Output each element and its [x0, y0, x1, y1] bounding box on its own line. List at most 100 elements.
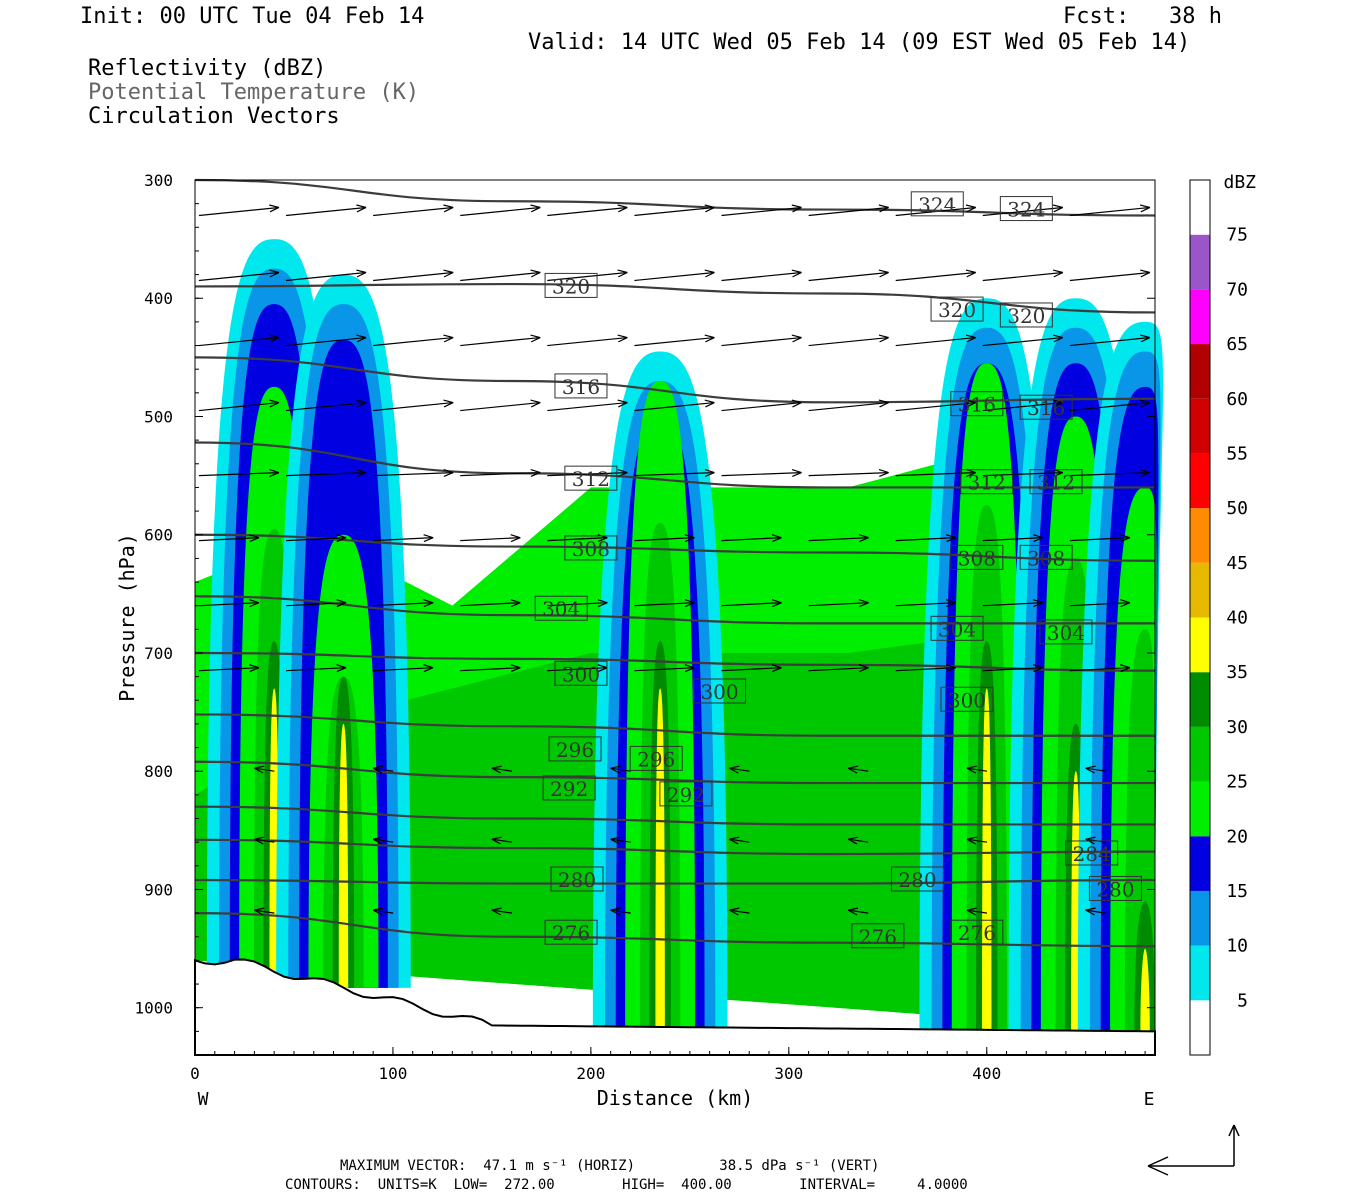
theta-contour-308 [194, 533, 1156, 562]
reflectivity-35dbz-column-2 [655, 688, 665, 1027]
circulation-vector-88 [254, 765, 275, 774]
circulation-vector-98 [491, 836, 512, 845]
theta-label-box-15 [930, 615, 984, 641]
circulation-vector-109 [847, 907, 869, 916]
theta-label-layer: 324 324 320 320 320 316 316 316 312 312 312 308 308 3… [534, 191, 1142, 949]
circulation-vector-92 [729, 765, 750, 774]
theta-label-312: 312 [1037, 471, 1075, 495]
circulation-vector-30 [895, 334, 976, 347]
terrain-surface [194, 958, 1156, 1056]
x-end-label-west: W [198, 1089, 209, 1110]
contours-note: CONTOURS: UNITS=K LOW= 272.00 HIGH= 400.… [285, 1177, 968, 1193]
colorbar-swatch-7 [1190, 617, 1210, 673]
circulation-vector-107 [610, 907, 631, 916]
theta-label-box-12 [950, 544, 1004, 570]
circulation-vector-11 [198, 269, 280, 282]
theta-contour-280 [194, 878, 1156, 885]
x-tick-label-400: 400 [972, 1064, 1001, 1083]
theta-contour-324 [194, 178, 1156, 217]
y-tick-label-700: 700 [144, 644, 173, 663]
theta-label-box-20 [548, 736, 602, 762]
theta-contour-layer [194, 178, 1156, 948]
circulation-vector-17 [721, 269, 802, 282]
y-tick-label-500: 500 [144, 407, 173, 426]
circulation-vector-39 [721, 399, 802, 412]
colorbar-level-65: 65 [1226, 334, 1248, 355]
circulation-vector-6 [721, 204, 802, 217]
colorbar-level-15: 15 [1226, 881, 1248, 902]
theta-label-280: 280 [1096, 877, 1134, 901]
circulation-vector-81 [547, 664, 608, 673]
field-potential-temperature: Potential Temperature (K) [88, 80, 420, 105]
circulation-vector-111 [1085, 907, 1106, 916]
colorbar: 5 10 15 20 25 30 35 40 45 50 55 60 65 70 75 dBZ [1189, 172, 1256, 1056]
circulation-vector-80 [460, 664, 521, 673]
x-end-label-east: E [1144, 1089, 1155, 1110]
theta-contour-292 [194, 760, 1155, 785]
theta-label-316: 316 [958, 393, 996, 417]
theta-label-box-3 [930, 296, 984, 322]
colorbar-level-30: 30 [1226, 717, 1248, 738]
theta-label-box-5 [554, 373, 608, 399]
max-vector-note: MAXIMUM VECTOR: 47.1 m s⁻¹ (HORIZ) 38.5 … [340, 1158, 880, 1174]
circulation-vector-97 [372, 836, 394, 845]
circulation-vector-100 [729, 836, 750, 845]
circulation-vector-34 [285, 399, 367, 412]
circulation-vector-56 [286, 534, 347, 543]
circulation-vector-76 [1069, 599, 1131, 608]
colorbar-swatch-5 [1190, 726, 1210, 782]
colorbar-swatch-1 [1190, 945, 1210, 1001]
forecast-hour: Fcst: 38 h [1063, 4, 1222, 29]
theta-label-312: 312 [572, 467, 610, 491]
circulation-vector-1 [285, 204, 367, 217]
circulation-vector-25 [460, 334, 541, 347]
circulation-vector-41 [895, 399, 976, 412]
circulation-vector-51 [808, 468, 889, 477]
x-tick-label-100: 100 [378, 1064, 407, 1083]
circulation-vector-108 [729, 907, 750, 916]
y-tick-label-600: 600 [144, 526, 173, 545]
colorbar-level-60: 60 [1226, 389, 1248, 410]
reflectivity-35dbz-column-5 [1140, 948, 1150, 1032]
field-reflectivity: Reflectivity (dBZ) [88, 56, 327, 81]
colorbar-swatch-12 [1190, 344, 1210, 399]
circulation-vector-4 [547, 204, 628, 217]
circulation-vector-64 [982, 534, 1044, 543]
theta-label-292: 292 [550, 777, 588, 801]
theta-label-box-25 [550, 866, 604, 892]
theta-label-320: 320 [1007, 304, 1045, 328]
theta-label-box-26 [890, 866, 944, 892]
circulation-vector-20 [982, 269, 1064, 282]
circulation-vector-49 [634, 468, 715, 477]
circulation-vector-91 [610, 765, 631, 774]
circulation-vector-50 [721, 468, 802, 477]
theta-label-box-29 [851, 923, 905, 949]
init-time: Init: 00 UTC Tue 04 Feb 14 [80, 4, 425, 29]
circulation-vector-14 [460, 269, 541, 282]
theta-label-320: 320 [938, 298, 976, 322]
theta-label-box-6 [950, 391, 1004, 417]
circulation-vector-106 [491, 907, 512, 916]
y-tick-label-300: 300 [144, 171, 173, 190]
colorbar-level-45: 45 [1226, 553, 1248, 574]
theta-label-box-2 [544, 272, 598, 298]
theta-contour-316 [194, 356, 1156, 404]
colorbar-swatch-3 [1190, 836, 1210, 891]
colorbar-swatch-6 [1190, 672, 1210, 727]
circulation-vector-89 [372, 765, 394, 774]
circulation-vector-66 [198, 599, 260, 608]
colorbar-level-10: 10 [1226, 936, 1248, 957]
theta-label-box-19 [940, 686, 994, 712]
circulation-vector-47 [460, 468, 541, 477]
theta-label-300: 300 [700, 680, 738, 704]
circulation-vector-70 [547, 599, 608, 608]
axes-layer: 300 400 500 600 700 800 900 1000 0 100 200 300 400 W E… [115, 171, 1155, 1110]
circulation-vector-38 [634, 399, 715, 412]
circulation-vector-24 [373, 334, 454, 347]
y-tick-label-900: 900 [144, 880, 173, 899]
circulation-vector-63 [895, 534, 956, 543]
theta-label-276: 276 [859, 925, 897, 949]
circulation-vector-16 [634, 269, 715, 282]
circulation-vector-45 [286, 468, 367, 477]
circulation-vector-61 [721, 534, 782, 543]
